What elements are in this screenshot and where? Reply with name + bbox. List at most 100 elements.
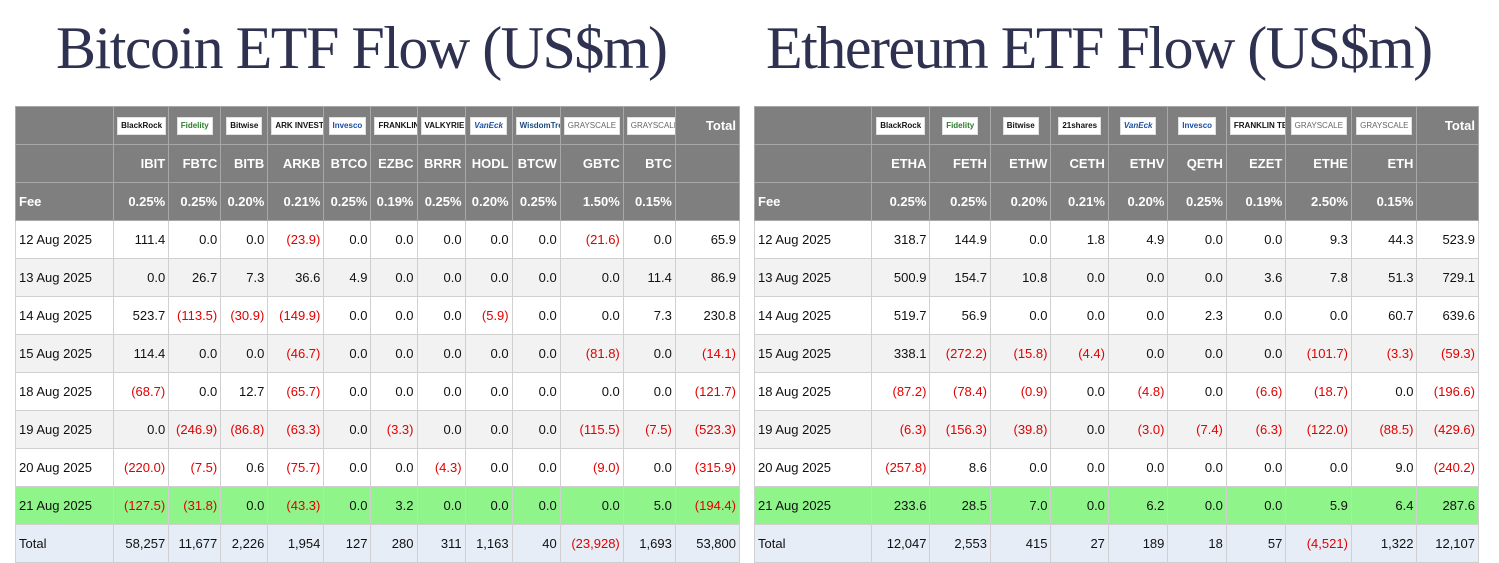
table-row: 13 Aug 2025 500.9 154.7 10.8 0.0 0.0 0.0 3.6 7.8…: [754, 258, 1479, 297]
flow-cell: 2.3: [1167, 296, 1227, 335]
flow-cell: 0.0: [416, 486, 466, 525]
flow-cell: 0.0: [323, 372, 372, 411]
issuer-logo: ARK INVEST: [271, 116, 323, 135]
fee-value: 0.20%: [464, 182, 513, 221]
flow-cell: 0.0: [323, 220, 372, 259]
flow-cell: 0.0: [1225, 296, 1287, 335]
flow-cell: 0.0: [1167, 486, 1227, 525]
flow-cell: 0.0: [464, 448, 513, 487]
flow-cell: 3.2: [370, 486, 418, 525]
flow-cell: 0.0: [511, 220, 561, 259]
flow-cell: (87.2): [870, 372, 931, 411]
ticker-corner: [14, 144, 115, 183]
flow-cell: 0.6: [220, 448, 269, 487]
flow-cell: (75.7): [267, 448, 325, 487]
fee-label: Fee: [754, 182, 872, 221]
flow-cell: (6.6): [1225, 372, 1287, 411]
flow-cell: 0.0: [1285, 296, 1352, 335]
issuer-logo-cell: Fidelity: [929, 106, 991, 145]
flow-cell: (4.3): [416, 448, 466, 487]
flow-cell: 7.0: [989, 486, 1052, 525]
issuer-logo: VALKYRIE: [420, 116, 465, 135]
flow-cell: (257.8): [870, 448, 931, 487]
flow-cell: 0.0: [1107, 258, 1169, 297]
issuer-logo: GRAYSCALE: [626, 116, 675, 135]
flow-cell: 0.0: [1285, 448, 1352, 487]
issuer-logo: GRAYSCALE: [1290, 116, 1347, 135]
flow-cell: (113.5): [168, 296, 222, 335]
flow-cell: 0.0: [370, 296, 418, 335]
flow-cell: (88.5): [1350, 410, 1418, 449]
table-row: 18 Aug 2025 (68.7) 0.0 12.7 (65.7) 0.0 0.0 0.0 0…: [14, 372, 741, 411]
fee-value: 0.25%: [870, 182, 931, 221]
ticker-header: HODL: [464, 144, 513, 183]
flow-cell: (31.8): [168, 486, 222, 525]
issuer-logo-cell: GRAYSCALE: [622, 106, 676, 145]
issuer-logo: 21shares: [1058, 116, 1102, 135]
fee-value: 0.21%: [267, 182, 325, 221]
flow-cell: 0.0: [416, 334, 466, 373]
issuer-logo-cell: VanEck: [464, 106, 513, 145]
flow-cell: 10.8: [989, 258, 1052, 297]
flow-cell: 0.0: [113, 410, 170, 449]
flow-cell: 26.7: [168, 258, 222, 297]
flow-cell: (127.5): [113, 486, 170, 525]
flow-cell: 4.9: [1107, 220, 1169, 259]
fee-value: 0.15%: [1350, 182, 1418, 221]
flow-cell: 4.9: [323, 258, 372, 297]
table-row: 20 Aug 2025 (220.0) (7.5) 0.6 (75.7) 0.0 0.0 (4…: [14, 448, 741, 487]
fee-value: 0.25%: [416, 182, 466, 221]
flow-cell: 0.0: [370, 220, 418, 259]
issuer-logo: WisdomTree: [515, 116, 560, 135]
row-date: 15 Aug 2025: [754, 334, 872, 373]
flow-cell: 0.0: [464, 372, 513, 411]
issuer-logo: BlackRock: [876, 116, 926, 135]
issuer-logo-cell: GRAYSCALE: [1285, 106, 1352, 145]
ticker-header: GBTC: [559, 144, 624, 183]
flow-cell: 0.0: [511, 296, 561, 335]
flow-cell: 0.0: [1050, 258, 1109, 297]
ticker-header: ETHA: [870, 144, 931, 183]
flow-cell: 111.4: [113, 220, 170, 259]
flow-cell: 338.1: [870, 334, 931, 373]
flow-cell: (122.0): [1285, 410, 1352, 449]
fee-value: 0.15%: [622, 182, 676, 221]
ticker-header: EZBC: [370, 144, 418, 183]
flow-cell: 500.9: [870, 258, 931, 297]
flow-cell: 0.0: [559, 258, 624, 297]
flow-cell: (7.4): [1167, 410, 1227, 449]
flow-cell: (30.9): [220, 296, 269, 335]
row-date: 19 Aug 2025: [14, 410, 115, 449]
table-row: 15 Aug 2025 338.1 (272.2) (15.8) (4.4) 0.0 0.0…: [754, 334, 1479, 373]
table-row: 19 Aug 2025 (6.3) (156.3) (39.8) 0.0 (3.0) (7.…: [754, 410, 1479, 449]
issuer-logo-cell: Invesco: [1167, 106, 1227, 145]
flow-cell: (429.6): [1416, 410, 1479, 449]
fee-value: 0.25%: [113, 182, 170, 221]
flow-cell: 56.9: [929, 296, 991, 335]
fee-value: 0.25%: [168, 182, 222, 221]
issuer-logo-cell: ARK INVEST: [267, 106, 325, 145]
flow-cell: 0.0: [323, 296, 372, 335]
flow-cell: 230.8: [674, 296, 741, 335]
flow-cell: 0.0: [1167, 448, 1227, 487]
flow-cell: 0.0: [464, 258, 513, 297]
flow-cell: 0.0: [1107, 448, 1169, 487]
flow-cell: 9.0: [1350, 448, 1418, 487]
flow-cell: 1.8: [1050, 220, 1109, 259]
flow-cell: 0.0: [511, 258, 561, 297]
issuer-logo-cell: FRANKLIN TEMPLETON: [1225, 106, 1287, 145]
issuer-logo: GRAYSCALE: [1356, 116, 1413, 135]
total-header: Total: [674, 106, 741, 145]
flow-cell: (6.3): [1225, 410, 1287, 449]
flow-cell: (246.9): [168, 410, 222, 449]
flow-cell: 0.0: [1167, 220, 1227, 259]
flow-cell: (14.1): [674, 334, 741, 373]
issuer-logo-cell: BlackRock: [113, 106, 170, 145]
flow-cell: 0.0: [622, 220, 676, 259]
row-date: 12 Aug 2025: [754, 220, 872, 259]
flow-cell: 287.6: [1416, 486, 1479, 525]
flow-cell: (4.8): [1107, 372, 1169, 411]
flow-cell: 0.0: [511, 334, 561, 373]
row-date: 18 Aug 2025: [754, 372, 872, 411]
flow-cell: 0.0: [1107, 334, 1169, 373]
